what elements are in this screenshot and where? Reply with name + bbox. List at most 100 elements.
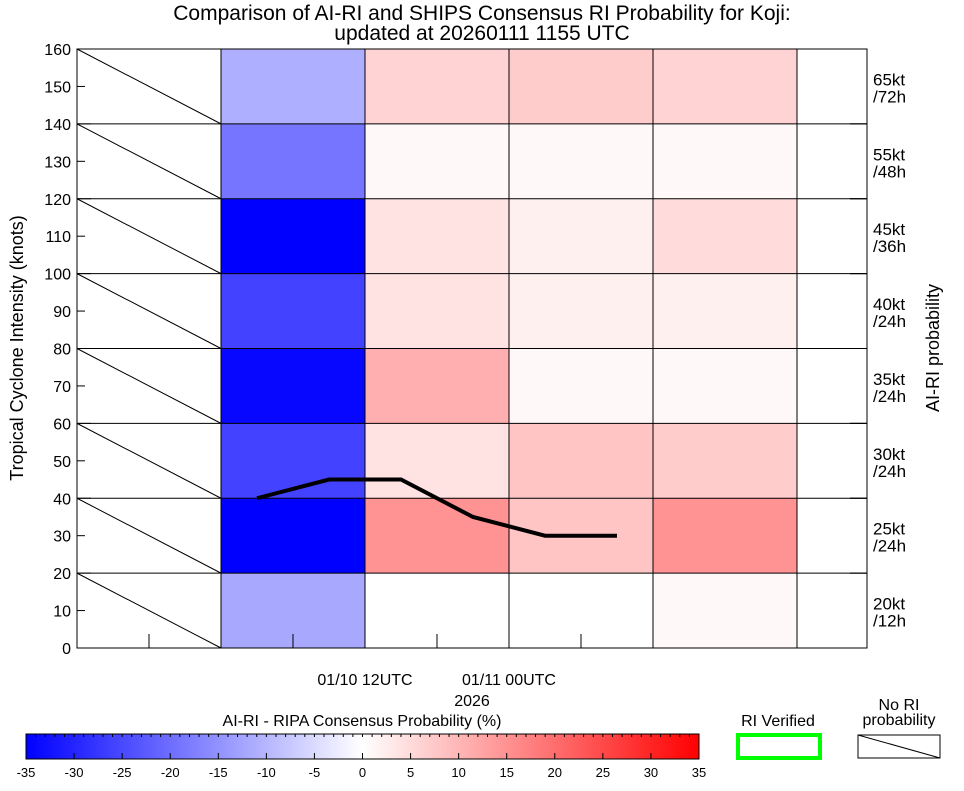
- cb-tick-label-5: 5: [407, 765, 414, 780]
- row-label-h-2: /24h: [873, 462, 906, 481]
- right-row-labels: 20kt/12h25kt/24h30kt/24h35kt/24h40kt/24h…: [873, 70, 906, 630]
- row-label-kt-2: 30kt: [873, 445, 905, 464]
- cell-r3-c3: [509, 348, 653, 424]
- row-label-kt-0: 20kt: [873, 595, 905, 614]
- colorbar-label: AI-RI - RIPA Consensus Probability (%): [223, 713, 502, 730]
- intensity-line: [256, 477, 617, 538]
- cell-r5-c1: [221, 198, 365, 274]
- cell-r5-c4: [653, 198, 797, 274]
- cb-tick-label--10: -10: [257, 765, 276, 780]
- cell-r7-c3: [509, 49, 653, 124]
- cell-r5-c2: [365, 198, 509, 274]
- no-ri-hatch-r3-c0: [76, 348, 222, 424]
- no-ri-hatch-r4-c0: [76, 273, 222, 349]
- cell-r2-c1: [221, 423, 365, 499]
- y-tick-label-70: 70: [53, 379, 71, 396]
- heatmap-cells: [221, 49, 797, 648]
- cell-r1-c4: [653, 498, 797, 574]
- row-label-kt-3: 35kt: [873, 370, 905, 389]
- cell-r2-c3: [509, 423, 653, 499]
- colorbar-ticks: -35 -30 -25 -20 -15 -10 -5 0 5 10 15 20 25 30 35: [17, 734, 706, 780]
- y-tick-label-110: 110: [45, 229, 71, 246]
- cell-r3-c1: [221, 348, 365, 424]
- y-tick-label-50: 50: [53, 454, 71, 471]
- cb-tick-label-15: 15: [499, 765, 513, 780]
- cell-r4-c4: [653, 273, 797, 349]
- x-axis-ticks: 01/10 12UTC 01/11 00UTC: [148, 634, 654, 689]
- y-tick-label-20: 20: [53, 566, 71, 583]
- cb-tick-label-30: 30: [644, 765, 658, 780]
- chart-title: Comparison of AI-RI and SHIPS Consensus …: [173, 2, 790, 25]
- y-tick-label-100: 100: [44, 267, 71, 284]
- cell-r7-c1: [221, 49, 365, 124]
- y-tick-label-10: 10: [53, 604, 71, 621]
- cell-r6-c3: [509, 123, 653, 199]
- cell-r5-c3: [509, 198, 653, 274]
- x-tick-label-0: 01/10 12UTC: [317, 672, 412, 689]
- cell-r7-c2: [365, 49, 509, 124]
- cell-r1-c2: [365, 498, 509, 574]
- no-ri-hatch-r1-c0: [76, 497, 222, 574]
- cell-r4-c3: [509, 273, 653, 349]
- cell-r6-c4: [653, 123, 797, 199]
- cell-r7-c4: [653, 49, 797, 124]
- grid-lines: [76, 48, 868, 649]
- y-axis-label: Tropical Cyclone Intensity (knots): [7, 215, 27, 480]
- no-ri-label-line1: No RI: [879, 697, 920, 714]
- y-tick-label-90: 90: [53, 304, 71, 321]
- ri-verified-swatch: [736, 733, 822, 760]
- cb-tick-label--25: -25: [113, 765, 132, 780]
- cell-r3-c4: [653, 348, 797, 424]
- row-label-h-0: /12h: [873, 612, 906, 631]
- no-ri-hatches: [76, 48, 222, 649]
- y-axis-label-right: AI-RI probability: [923, 284, 943, 412]
- row-label-h-6: /48h: [873, 162, 906, 181]
- row-label-h-1: /24h: [873, 537, 906, 556]
- cb-tick-label-10: 10: [451, 765, 465, 780]
- row-label-h-7: /72h: [873, 87, 906, 106]
- cell-r1-c1: [221, 498, 365, 574]
- no-ri-hatch-r7-c0: [76, 48, 222, 125]
- y-tick-label-30: 30: [53, 529, 71, 546]
- cell-r6-c2: [365, 123, 509, 199]
- row-label-kt-6: 55kt: [873, 145, 905, 164]
- chart-subtitle: updated at 20260111 1155 UTC: [334, 22, 629, 45]
- cell-r2-c4: [653, 423, 797, 499]
- y-axis-ticks: 0 10 20 30 40 50 60 70 80 90 100 110 120 130 140 150 160: [44, 42, 867, 658]
- cell-r4-c1: [221, 273, 365, 349]
- y-tick-label-60: 60: [53, 416, 71, 433]
- cell-r6-c1: [221, 123, 365, 199]
- cb-tick-label-0: 0: [359, 765, 366, 780]
- row-label-h-3: /24h: [873, 387, 906, 406]
- cell-r4-c2: [365, 273, 509, 349]
- row-label-h-4: /24h: [873, 312, 906, 331]
- cell-r2-c2: [365, 423, 509, 499]
- no-ri-hatch-r6-c0: [76, 123, 222, 200]
- cb-tick-label--5: -5: [309, 765, 321, 780]
- y-tick-label-120: 120: [44, 192, 71, 209]
- cb-tick-label-20: 20: [548, 765, 562, 780]
- cb-tick-label--30: -30: [65, 765, 84, 780]
- year-label: 2026: [454, 693, 490, 710]
- y-tick-label-0: 0: [62, 641, 71, 658]
- row-label-kt-5: 45kt: [873, 220, 905, 239]
- y-tick-label-40: 40: [53, 491, 71, 508]
- y-tick-label-130: 130: [44, 154, 71, 171]
- no-ri-hatch-r0-c0: [76, 572, 222, 649]
- ri-verified-label: RI Verified: [741, 713, 815, 730]
- no-ri-label-line2: probability: [863, 712, 936, 729]
- no-ri-hatch-r2-c0: [76, 422, 222, 499]
- cb-tick-label--35: -35: [17, 765, 36, 780]
- no-ri-swatch-hatch: [857, 734, 941, 759]
- cell-r0-c4: [653, 573, 797, 648]
- row-label-kt-7: 65kt: [873, 70, 905, 89]
- cb-tick-label--20: -20: [161, 765, 180, 780]
- no-ri-hatch-r5-c0: [76, 198, 222, 275]
- y-tick-label-150: 150: [44, 79, 71, 96]
- cell-r3-c2: [365, 348, 509, 424]
- row-label-kt-4: 40kt: [873, 295, 905, 314]
- row-label-h-5: /36h: [873, 237, 906, 256]
- cb-tick-label--15: -15: [209, 765, 228, 780]
- x-tick-label-1: 01/11 00UTC: [462, 672, 556, 689]
